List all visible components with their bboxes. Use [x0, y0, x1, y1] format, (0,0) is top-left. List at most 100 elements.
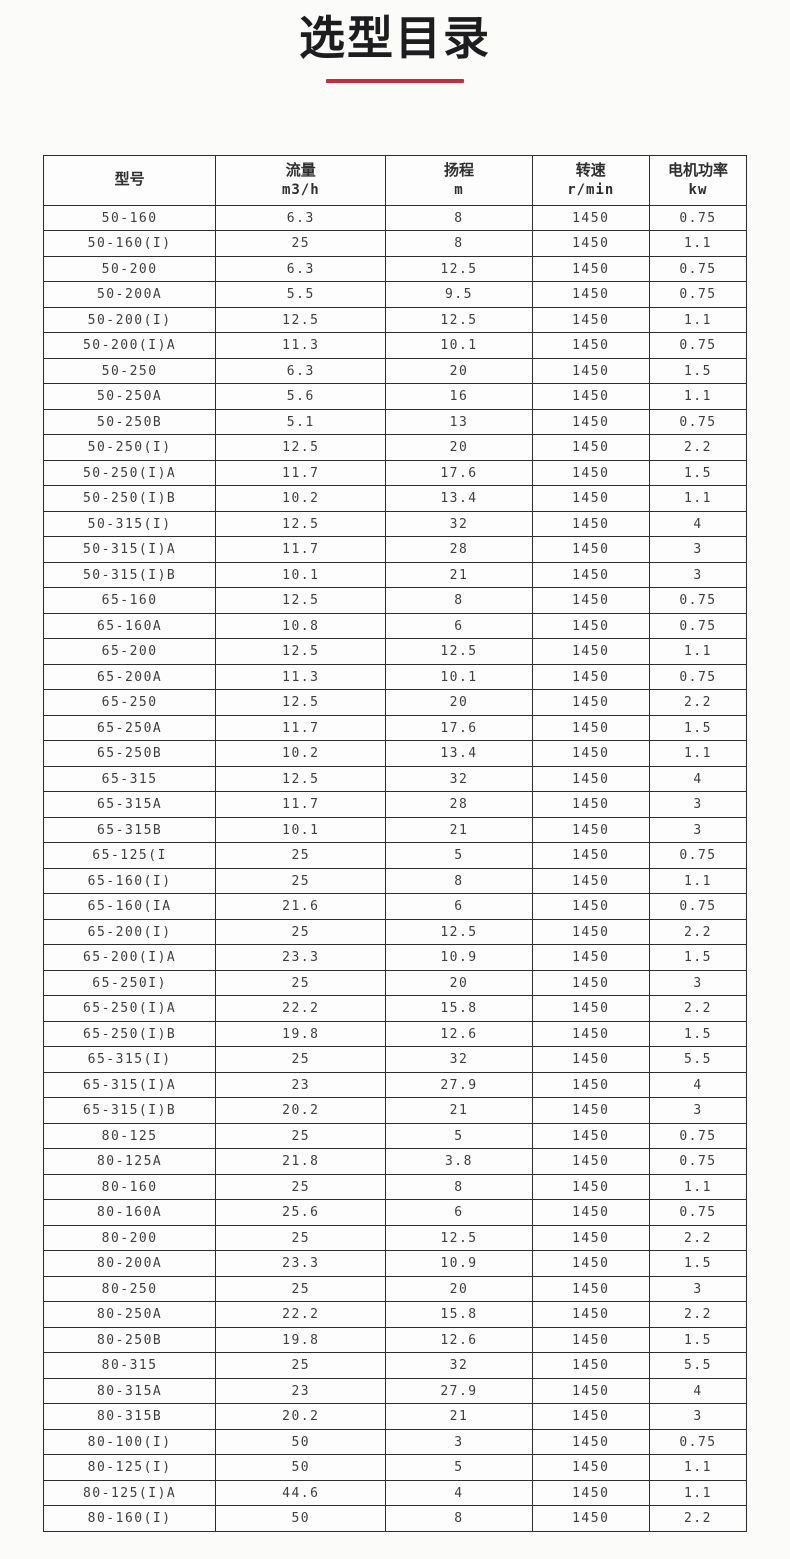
- speed-cell: 1450: [531, 1071, 650, 1099]
- flow-cell: 25.6: [215, 1199, 387, 1226]
- power-cell: 0.75: [648, 1122, 748, 1150]
- speed-cell: 1450: [531, 1148, 650, 1175]
- power-cell: 1.1: [648, 867, 748, 895]
- speed-cell: 1450: [531, 842, 650, 869]
- head-cell: 21: [385, 816, 533, 844]
- speed-cell: 1450: [531, 918, 650, 946]
- power-cell: 0.75: [648, 1428, 748, 1456]
- speed-cell: 1450: [531, 816, 650, 844]
- power-cell: 1.1: [648, 306, 748, 334]
- head-cell: 12.5: [385, 918, 533, 946]
- speed-cell: 1450: [531, 1326, 650, 1354]
- table-row: 65-200A 11.3 10.1 1450 0.75: [42, 663, 748, 691]
- head-cell: 8: [385, 230, 533, 257]
- power-cell: 1.5: [648, 714, 748, 742]
- model-cell: 50-200(I): [42, 306, 217, 334]
- table-row: 80-315A 23 27.9 1450 4: [42, 1377, 748, 1405]
- header-power-title: 电机功率: [667, 161, 728, 179]
- table-row: 65-315(I) 25 32 1450 5.5: [42, 1046, 748, 1073]
- model-cell: 65-250(I)A: [42, 995, 217, 1022]
- flow-cell: 12.5: [215, 765, 387, 793]
- header-row: 型号 流量 m3/h 扬程 m 转速 r/min 电机功率 kw: [42, 154, 748, 206]
- flow-cell: 25: [215, 1275, 387, 1303]
- model-cell: 65-315(I)A: [42, 1071, 217, 1099]
- model-cell: 80-250: [42, 1275, 217, 1303]
- flow-cell: 12.5: [215, 689, 387, 716]
- speed-cell: 1450: [531, 306, 650, 334]
- power-cell: 0.75: [648, 281, 748, 308]
- speed-cell: 1450: [531, 1122, 650, 1150]
- table-row: 65-125(I 25 5 1450 0.75: [42, 842, 748, 869]
- power-cell: 0.75: [648, 204, 748, 232]
- flow-cell: 10.1: [215, 816, 387, 844]
- power-cell: 0.75: [648, 842, 748, 869]
- model-cell: 65-160A: [42, 612, 217, 640]
- table-row: 80-200 25 12.5 1450 2.2: [42, 1224, 748, 1252]
- head-cell: 28: [385, 536, 533, 563]
- speed-cell: 1450: [531, 587, 650, 614]
- table-row: 65-250 12.5 20 1450 2.2: [42, 689, 748, 716]
- speed-cell: 1450: [531, 1173, 650, 1201]
- table-row: 50-250B 5.1 13 1450 0.75: [42, 408, 748, 436]
- power-cell: 1.1: [648, 383, 748, 410]
- flow-cell: 10.2: [215, 740, 387, 767]
- model-cell: 50-200A: [42, 281, 217, 308]
- head-cell: 32: [385, 1352, 533, 1379]
- head-cell: 9.5: [385, 281, 533, 308]
- power-cell: 1.5: [648, 944, 748, 971]
- head-cell: 21: [385, 1097, 533, 1124]
- power-cell: 2.2: [648, 1505, 748, 1532]
- table-row: 65-250B 10.2 13.4 1450 1.1: [42, 740, 748, 767]
- model-cell: 80-200A: [42, 1250, 217, 1277]
- table-row: 50-200(I) 12.5 12.5 1450 1.1: [42, 306, 748, 334]
- model-cell: 80-315B: [42, 1403, 217, 1430]
- head-cell: 15.8: [385, 995, 533, 1022]
- power-cell: 0.75: [648, 1199, 748, 1226]
- speed-cell: 1450: [531, 1428, 650, 1456]
- flow-cell: 23.3: [215, 944, 387, 971]
- power-cell: 3: [648, 1403, 748, 1430]
- power-cell: 2.2: [648, 995, 748, 1022]
- model-cell: 50-315(I)B: [42, 561, 217, 589]
- table-row: 80-200A 23.3 10.9 1450 1.5: [42, 1250, 748, 1277]
- flow-cell: 25: [215, 867, 387, 895]
- flow-cell: 11.3: [215, 332, 387, 359]
- selection-table: 型号 流量 m3/h 扬程 m 转速 r/min 电机功率 kw: [42, 154, 748, 1532]
- power-cell: 0.75: [648, 1148, 748, 1175]
- flow-cell: 6.3: [215, 204, 387, 232]
- speed-cell: 1450: [531, 995, 650, 1022]
- table-row: 50-200(I)A 11.3 10.1 1450 0.75: [42, 332, 748, 359]
- table-row: 80-250A 22.2 15.8 1450 2.2: [42, 1301, 748, 1328]
- table-row: 65-315B 10.1 21 1450 3: [42, 816, 748, 844]
- speed-cell: 1450: [531, 1046, 650, 1073]
- header-speed-unit: r/min: [567, 182, 615, 199]
- flow-cell: 20.2: [215, 1403, 387, 1430]
- flow-cell: 21.8: [215, 1148, 387, 1175]
- header-speed-title: 转速: [575, 161, 606, 179]
- model-cell: 50-315(I): [42, 510, 217, 538]
- power-cell: 0.75: [648, 663, 748, 691]
- model-cell: 65-250(I)B: [42, 1020, 217, 1048]
- head-cell: 6: [385, 893, 533, 920]
- head-cell: 10.1: [385, 332, 533, 359]
- speed-cell: 1450: [531, 383, 650, 410]
- flow-cell: 12.5: [215, 306, 387, 334]
- flow-cell: 5.5: [215, 281, 387, 308]
- power-cell: 1.5: [648, 357, 748, 385]
- head-cell: 4: [385, 1479, 533, 1507]
- model-cell: 50-160: [42, 204, 217, 232]
- flow-cell: 11.7: [215, 536, 387, 563]
- model-cell: 65-250: [42, 689, 217, 716]
- head-cell: 17.6: [385, 714, 533, 742]
- head-cell: 13.4: [385, 740, 533, 767]
- model-cell: 80-125(I): [42, 1454, 217, 1481]
- table-row: 65-315(I)B 20.2 21 1450 3: [42, 1097, 748, 1124]
- flow-cell: 25: [215, 1122, 387, 1150]
- table-row: 65-315A 11.7 28 1450 3: [42, 791, 748, 818]
- head-cell: 32: [385, 510, 533, 538]
- model-cell: 65-200(I): [42, 918, 217, 946]
- speed-cell: 1450: [531, 1250, 650, 1277]
- flow-cell: 50: [215, 1428, 387, 1456]
- speed-cell: 1450: [531, 791, 650, 818]
- speed-cell: 1450: [531, 1505, 650, 1532]
